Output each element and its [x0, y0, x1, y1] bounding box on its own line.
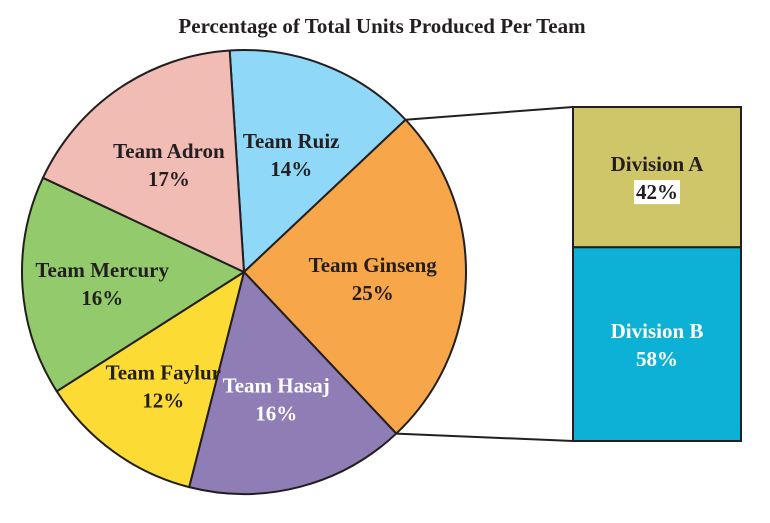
pie-chart — [21, 49, 468, 495]
slice-value-team-mercury: 16% — [81, 286, 123, 310]
slice-label-team-faylur: Team Faylur — [106, 361, 221, 385]
pie-slice-team-adron — [41, 49, 245, 273]
pie-slice-team-hasaj — [188, 271, 398, 495]
segment-label-division-b: Division B — [611, 319, 704, 343]
pie-slice-team-mercury — [21, 176, 245, 393]
slice-value-team-adron: 17% — [148, 167, 190, 191]
segment-label-division-a: Division A — [611, 152, 705, 176]
slice-label-team-ginseng: Team Ginseng — [309, 253, 438, 277]
connector-lines — [396, 106, 574, 442]
pie-slice-team-faylur — [55, 271, 245, 489]
chart-title: Percentage of Total Units Produced Per T… — [178, 14, 586, 38]
slice-value-team-faylur: 12% — [142, 389, 184, 413]
slice-value-team-hasaj: 16% — [255, 402, 297, 426]
pie-slice-team-ruiz — [228, 49, 407, 273]
chart-labels: Team Ruiz 14% Team Ginseng 25% Team Hasaj 16%… — [35, 129, 704, 426]
division-bar — [572, 106, 742, 442]
slice-value-team-ginseng: 25% — [352, 281, 394, 305]
bar-segment-division-b — [572, 246, 742, 442]
bar-segment-division-a — [572, 106, 742, 249]
slice-value-team-ruiz: 14% — [270, 157, 312, 181]
slice-label-team-mercury: Team Mercury — [35, 258, 169, 282]
connector-line-bottom — [396, 432, 574, 442]
pie-slice-team-ginseng — [243, 118, 468, 435]
slice-label-team-ruiz: Team Ruiz — [243, 129, 340, 153]
segment-value-background — [634, 180, 680, 205]
slice-label-team-adron: Team Adron — [113, 139, 225, 163]
slice-label-team-hasaj: Team Hasaj — [223, 374, 330, 398]
segment-value-division-a: 42% — [636, 180, 678, 204]
segment-value-division-b: 58% — [636, 347, 678, 371]
connector-line-top — [405, 106, 574, 121]
